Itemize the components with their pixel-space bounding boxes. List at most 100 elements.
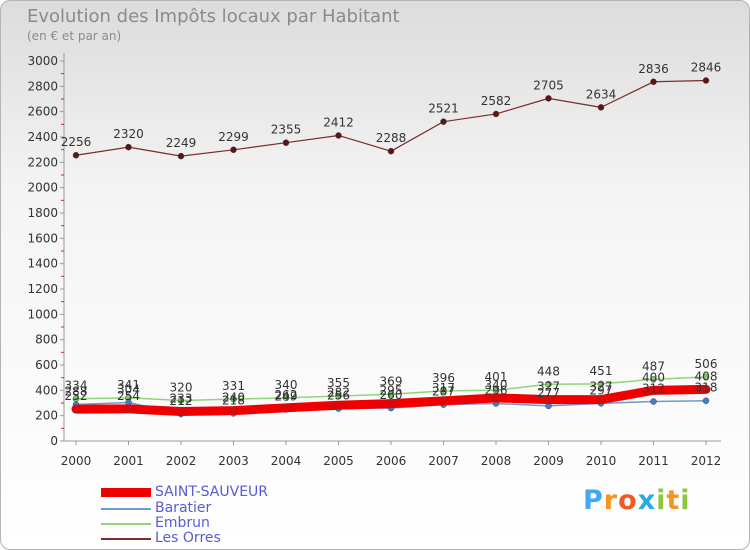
data-label: 340 [485,378,508,392]
data-label: 400 [642,370,665,384]
y-tick-label: 2400 [27,130,58,144]
y-tick-label: 2800 [27,79,58,93]
legend-item-baratier: Baratier [101,501,211,516]
data-label: 2355 [271,123,302,137]
data-label: 282 [327,385,350,399]
data-label: 327 [590,380,613,394]
data-point-saint-sauveur [334,401,343,410]
data-point-les orres [702,77,710,84]
x-tick-label: 2001 [113,454,144,468]
data-point-embrun [545,381,552,388]
chart-title: Evolution des Impôts locaux par Habitant [27,6,400,27]
data-point-baratier [702,397,710,404]
y-tick-label: 1000 [27,307,58,321]
data-label: 2836 [638,62,669,76]
data-point-embrun [177,397,185,404]
data-label: 288 [65,385,88,399]
x-tick-label: 2009 [533,454,564,468]
data-label: 252 [65,389,88,403]
legend-item-embrun: Embrun [101,516,210,531]
data-label: 260 [380,388,403,402]
data-label: 304 [117,382,140,396]
legend-label-les-orres: Les Orres [155,530,221,546]
data-point-embrun [492,386,500,394]
x-tick-label: 2006 [376,454,407,468]
data-point-saint-sauveur [701,385,711,394]
chart-subtitle: (en € et par an) [27,29,122,43]
data-label: 331 [222,379,245,393]
data-point-les orres [545,95,552,102]
legend-label-baratier: Baratier [155,500,212,516]
data-point-embrun [387,391,395,398]
data-label: 256 [327,389,350,403]
data-point-saint-sauveur [439,396,448,406]
data-label: 401 [485,370,508,384]
data-label: 249 [275,389,298,403]
y-tick-label: 3000 [27,54,58,68]
data-label: 2521 [428,102,459,116]
data-point-saint-sauveur [386,399,396,408]
y-tick-label: 800 [35,333,58,347]
data-label: 2288 [376,131,407,145]
logo-letter: i [656,485,667,516]
data-point-saint-sauveur [176,407,186,416]
y-tick-label: 2200 [27,155,58,169]
data-label: 277 [537,386,560,400]
y-tick-label: 400 [35,383,58,397]
data-label: 312 [642,381,665,395]
data-point-embrun [440,387,447,395]
y-tick-label: 1600 [27,231,58,245]
data-point-embrun [597,380,605,388]
data-label: 2705 [533,78,564,92]
data-label: 355 [327,376,350,390]
legend-item-les-orres: Les Orres [101,531,221,546]
data-label: 212 [170,394,193,408]
logo-letter: o [618,485,638,516]
data-label: 2582 [481,94,512,108]
y-tick-label: 600 [35,358,58,372]
data-point-les orres [440,118,447,125]
data-label: 327 [537,380,560,394]
data-label: 369 [380,374,403,388]
data-label: 240 [222,391,245,405]
data-label: 233 [170,391,193,405]
data-point-les orres [387,147,395,155]
data-point-saint-sauveur [281,403,291,413]
data-point-les orres [335,132,342,139]
legend-swatch-baratier [101,507,151,510]
data-point-saint-sauveur [596,395,606,404]
y-tick-label: 200 [35,409,58,423]
x-tick-label: 2011 [638,454,669,468]
data-label: 334 [65,379,88,393]
data-point-saint-sauveur [491,393,501,403]
data-point-embrun [282,394,290,402]
data-point-saint-sauveur [229,406,238,415]
data-label: 2249 [166,136,197,150]
x-tick-label: 2012 [691,454,722,468]
data-point-saint-sauveur [649,386,658,395]
data-point-saint-sauveur [544,395,553,404]
data-label: 506 [695,357,718,371]
x-tick-label: 2004 [271,454,302,468]
legend-swatch-saint-sauveur [101,488,151,497]
legend-swatch-embrun [101,522,151,525]
data-point-baratier [650,398,657,405]
x-tick-label: 2000 [61,454,92,468]
legend-swatch-les-orres [101,537,151,540]
data-label: 396 [432,371,455,385]
data-label: 341 [117,378,140,392]
data-label: 297 [590,383,613,397]
logo-letter: P [583,485,604,516]
y-tick-label: 1200 [27,282,58,296]
data-point-embrun [230,395,237,403]
data-label: 2412 [323,115,354,129]
data-label: 408 [695,369,718,383]
x-tick-label: 2010 [586,454,617,468]
data-label: 262 [275,388,298,402]
logo-letter: t [666,485,681,516]
data-label: 448 [537,364,560,378]
data-label: 340 [275,378,298,392]
data-label: 218 [222,393,245,407]
data-point-saint-sauveur [71,404,81,414]
